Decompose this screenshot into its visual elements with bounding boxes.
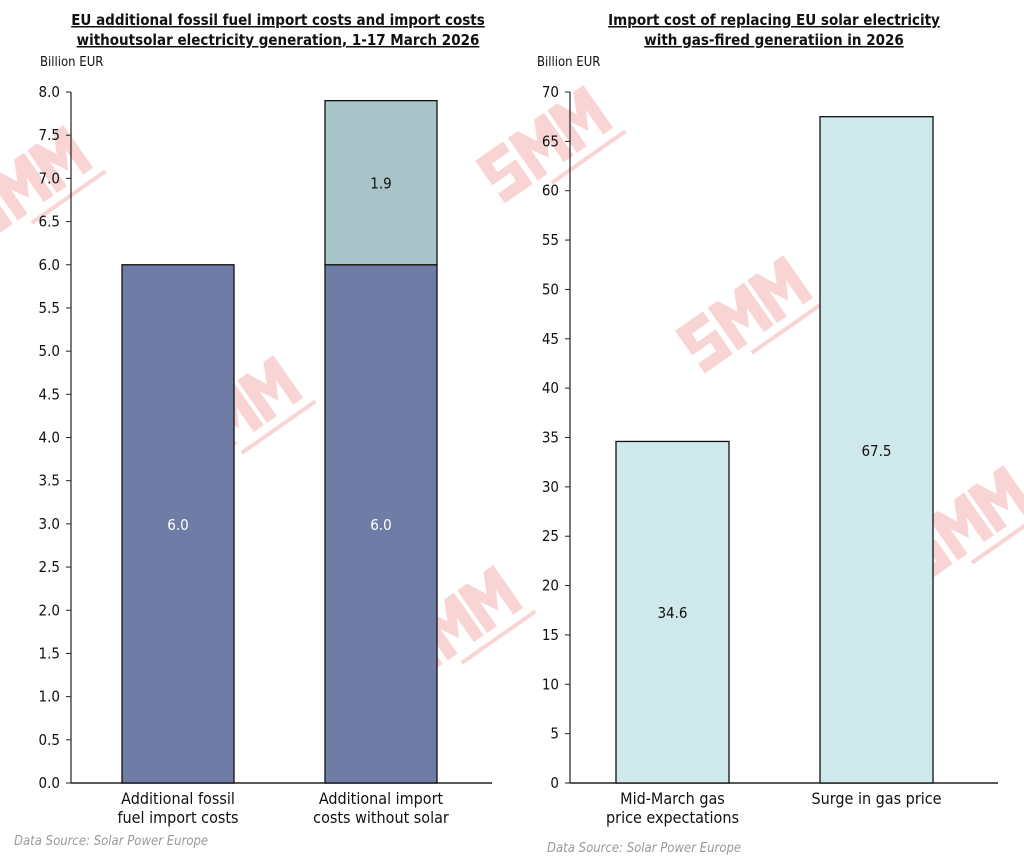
chart-title: with gas-fired generatiion in 2026 (644, 31, 904, 49)
bar-value-label: 67.5 (861, 442, 891, 460)
y-tick-label: 15 (542, 626, 559, 644)
right-chart: Import cost of replacing EU solar electr… (537, 11, 998, 856)
bar (121, 264, 235, 784)
y-tick-label: 35 (542, 429, 559, 447)
watermark-logo-m (507, 112, 574, 181)
y-tick-label: 70 (542, 83, 559, 101)
bar (324, 99, 438, 266)
y-tick-label: 20 (542, 577, 559, 595)
watermark-logo-m (967, 465, 1024, 533)
data-source-note: Data Source: Solar Power Europe (547, 841, 741, 856)
bar-value-label: 6.0 (370, 516, 391, 534)
watermark-logo-m (547, 85, 614, 153)
watermark-tagline-bar (970, 509, 1024, 565)
y-axis-unit-label: Billion EUR (40, 55, 103, 70)
y-tick-label: 1.5 (39, 644, 60, 662)
watermark-logo-m (237, 355, 304, 423)
y-tick-label: 25 (542, 527, 559, 545)
watermark-logo-m (27, 125, 94, 193)
y-tick-label: 1.0 (39, 688, 60, 706)
y-tick-label: 3.5 (39, 472, 60, 490)
chart-title: withoutsolar electricity generation, 1-1… (77, 31, 480, 49)
y-tick-label: 40 (542, 379, 559, 397)
x-category-label: fuel import costs (117, 808, 238, 827)
watermark-tagline-bar (240, 399, 317, 455)
y-tick-label: 2.0 (39, 601, 60, 619)
y-tick-label: 5 (550, 725, 559, 743)
bar-value-label: 34.6 (657, 604, 687, 622)
watermark-logo-m (747, 255, 814, 323)
x-category-label: Additional fossil (121, 789, 235, 808)
watermark-logo-m (927, 492, 994, 561)
watermark-logo (675, 255, 827, 374)
y-tick-label: 7.0 (39, 169, 60, 187)
chart-title: EU additional fossil fuel import costs a… (71, 11, 485, 29)
watermark-tagline-bar (750, 299, 827, 355)
y-tick-label: 6.5 (39, 213, 60, 231)
y-tick-label: 8.0 (39, 83, 60, 101)
y-tick-label: 30 (542, 478, 559, 496)
watermark-logo (0, 125, 107, 244)
chart-title: Import cost of replacing EU solar electr… (608, 11, 940, 29)
bar-value-label: 6.0 (167, 516, 188, 534)
y-tick-label: 65 (542, 132, 559, 150)
y-tick-label: 3.0 (39, 515, 60, 533)
y-tick-label: 60 (542, 182, 559, 200)
y-tick-label: 0.0 (39, 774, 60, 792)
watermark-logo-s (675, 311, 733, 374)
x-category-label: price expectations (606, 808, 739, 827)
y-tick-label: 5.5 (39, 299, 60, 317)
bar (615, 440, 730, 784)
watermark-logo-s (475, 141, 533, 204)
y-tick-label: 50 (542, 280, 559, 298)
x-category-label: Surge in gas price (811, 789, 941, 808)
x-category-label: Mid-March gas (620, 789, 725, 808)
watermark-tagline-bar (460, 609, 537, 665)
y-tick-label: 6.0 (39, 256, 60, 274)
y-tick-label: 55 (542, 231, 559, 249)
x-category-label: Additional import (319, 789, 444, 808)
y-tick-label: 7.5 (39, 126, 60, 144)
y-tick-label: 0 (550, 774, 559, 792)
y-tick-label: 0.5 (39, 731, 60, 749)
watermark-logo-m (417, 592, 484, 661)
bar (819, 116, 934, 784)
y-tick-label: 5.0 (39, 342, 60, 360)
watermark-logo-m (707, 282, 774, 351)
bar-value-label: 1.9 (370, 175, 391, 193)
watermark-tagline-bar (30, 169, 107, 225)
y-tick-label: 45 (542, 330, 559, 348)
y-axis-unit-label: Billion EUR (537, 55, 600, 70)
watermark-logo-m (0, 152, 54, 221)
bar (324, 264, 438, 784)
y-tick-label: 2.5 (39, 558, 60, 576)
left-chart: EU additional fossil fuel import costs a… (14, 11, 492, 849)
y-tick-label: 10 (542, 675, 559, 693)
y-tick-label: 4.0 (39, 429, 60, 447)
data-source-note: Data Source: Solar Power Europe (14, 834, 208, 849)
y-tick-label: 4.5 (39, 385, 60, 403)
x-category-label: costs without solar (313, 808, 449, 827)
watermark-logo-m (457, 565, 524, 633)
